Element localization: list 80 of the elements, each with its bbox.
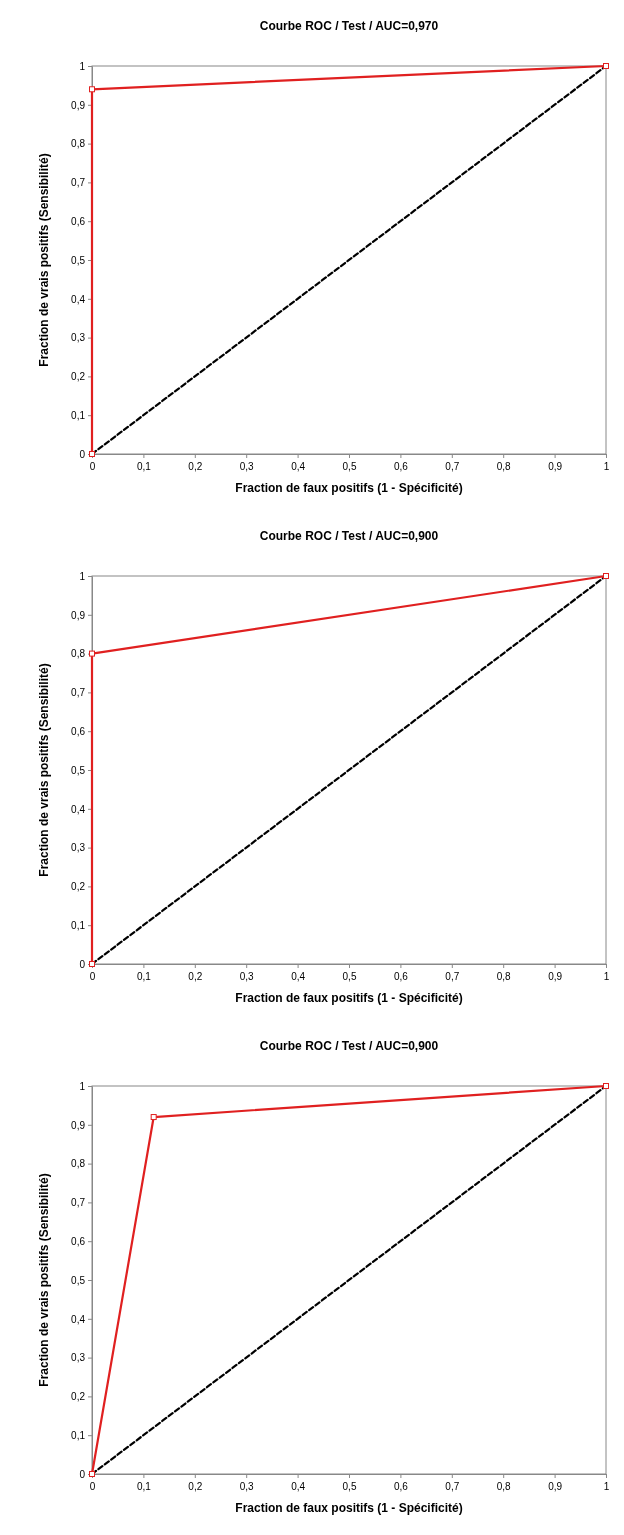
x-tick-label: 0,1: [136, 1481, 152, 1492]
y-axis-title: Fraction de vrais positifs (Sensibilité): [37, 153, 51, 367]
y-tick-label: 0: [79, 958, 86, 970]
y-tick-label: 0,3: [71, 332, 86, 344]
point: [603, 573, 609, 579]
x-tick-label: 0,1: [136, 971, 152, 982]
x-tick-label: 0,4: [291, 1481, 306, 1492]
y-tick-label: 0: [79, 448, 86, 460]
x-tick-label: 0,2: [188, 1481, 203, 1492]
x-tick-label: 0,5: [342, 971, 357, 982]
y-tick-label: 0,4: [71, 293, 86, 305]
x-tick-label: 0,2: [188, 971, 203, 982]
y-tick-label: 0,8: [71, 1158, 86, 1170]
y-axis-title: Fraction de vrais positifs (Sensibilité): [37, 663, 51, 877]
y-tick-label: 1: [79, 60, 86, 72]
y-tick-label: 0,2: [71, 881, 86, 893]
chart-title: Courbe ROC / Test / AUC=0,970: [259, 19, 439, 33]
y-tick-label: 0,1: [71, 409, 86, 421]
x-tick-label: 0,3: [239, 971, 255, 982]
y-tick-label: 0,7: [71, 177, 86, 189]
y-tick-label: 0,5: [71, 254, 86, 266]
x-tick-label: 0: [89, 971, 96, 982]
y-tick-label: 1: [79, 1080, 86, 1092]
x-tick-label: 0,9: [548, 461, 563, 472]
x-tick-label: 0,6: [393, 461, 409, 472]
x-tick-label: 0,3: [239, 1481, 255, 1492]
y-tick-label: 0,7: [71, 687, 86, 699]
x-tick-label: 0: [89, 1481, 96, 1492]
x-tick-label: 0,9: [548, 971, 563, 982]
y-tick-label: 0,3: [71, 1352, 86, 1364]
y-tick-label: 0,7: [71, 1197, 86, 1209]
y-tick-label: 0,5: [71, 1274, 86, 1286]
x-tick-label: 0,5: [342, 1481, 357, 1492]
point: [89, 86, 95, 93]
x-tick-label: 0,4: [291, 971, 306, 982]
y-tick-label: 0,8: [71, 648, 86, 660]
x-tick-label: 0,8: [496, 1481, 512, 1492]
x-tick-label: 0,8: [496, 971, 512, 982]
y-tick-label: 0,4: [71, 1313, 86, 1325]
x-tick-label: 0,6: [393, 1481, 409, 1492]
point: [603, 1083, 609, 1089]
y-tick-label: 0,9: [71, 99, 86, 111]
y-tick-label: 0,2: [71, 1391, 86, 1403]
x-tick-label: 0,8: [496, 461, 512, 472]
point: [150, 1114, 157, 1121]
y-tick-label: 0,3: [71, 842, 86, 854]
x-axis-title: Fraction de faux positifs (1 - Spécificité): [235, 1501, 463, 1515]
y-tick-label: 0,5: [71, 764, 86, 776]
y-tick-label: 0,6: [71, 725, 86, 737]
y-tick-label: 0,9: [71, 1119, 86, 1131]
x-tick-label: 0,7: [445, 461, 460, 472]
x-tick-label: 0,9: [548, 1481, 563, 1492]
x-tick-label: 1: [603, 461, 610, 472]
x-tick-label: 1: [603, 1481, 610, 1492]
x-tick-label: 1: [603, 971, 610, 982]
y-tick-label: 1: [79, 570, 86, 582]
chart-title: Courbe ROC / Test / AUC=0,900: [259, 529, 439, 543]
x-tick-label: 0,4: [291, 461, 306, 472]
x-tick-label: 0: [89, 461, 96, 472]
x-axis-title: Fraction de faux positifs (1 - Spécificité): [235, 991, 463, 1005]
x-tick-label: 0,2: [188, 461, 203, 472]
y-tick-label: 0,1: [71, 919, 86, 931]
x-tick-label: 0,6: [393, 971, 409, 982]
x-axis-title: Fraction de faux positifs (1 - Spécificité): [235, 481, 463, 495]
y-tick-label: 0,6: [71, 1235, 86, 1247]
y-tick-label: 0,1: [71, 1429, 86, 1441]
x-tick-label: 0,3: [239, 461, 255, 472]
y-tick-label: 0,8: [71, 138, 86, 150]
y-tick-label: 0,4: [71, 803, 86, 815]
y-tick-label: 0,9: [71, 609, 86, 621]
point: [603, 63, 609, 69]
y-tick-label: 0: [79, 1468, 86, 1480]
y-axis-title: Fraction de vrais positifs (Sensibilité): [37, 1173, 51, 1387]
x-tick-label: 0,7: [445, 971, 460, 982]
x-tick-label: 0,5: [342, 461, 357, 472]
x-tick-label: 0,1: [136, 461, 152, 472]
y-tick-label: 0,6: [71, 215, 86, 227]
chart-title: Courbe ROC / Test / AUC=0,900: [259, 1039, 439, 1053]
y-tick-label: 0,2: [71, 371, 86, 383]
x-tick-label: 0,7: [445, 1481, 460, 1492]
